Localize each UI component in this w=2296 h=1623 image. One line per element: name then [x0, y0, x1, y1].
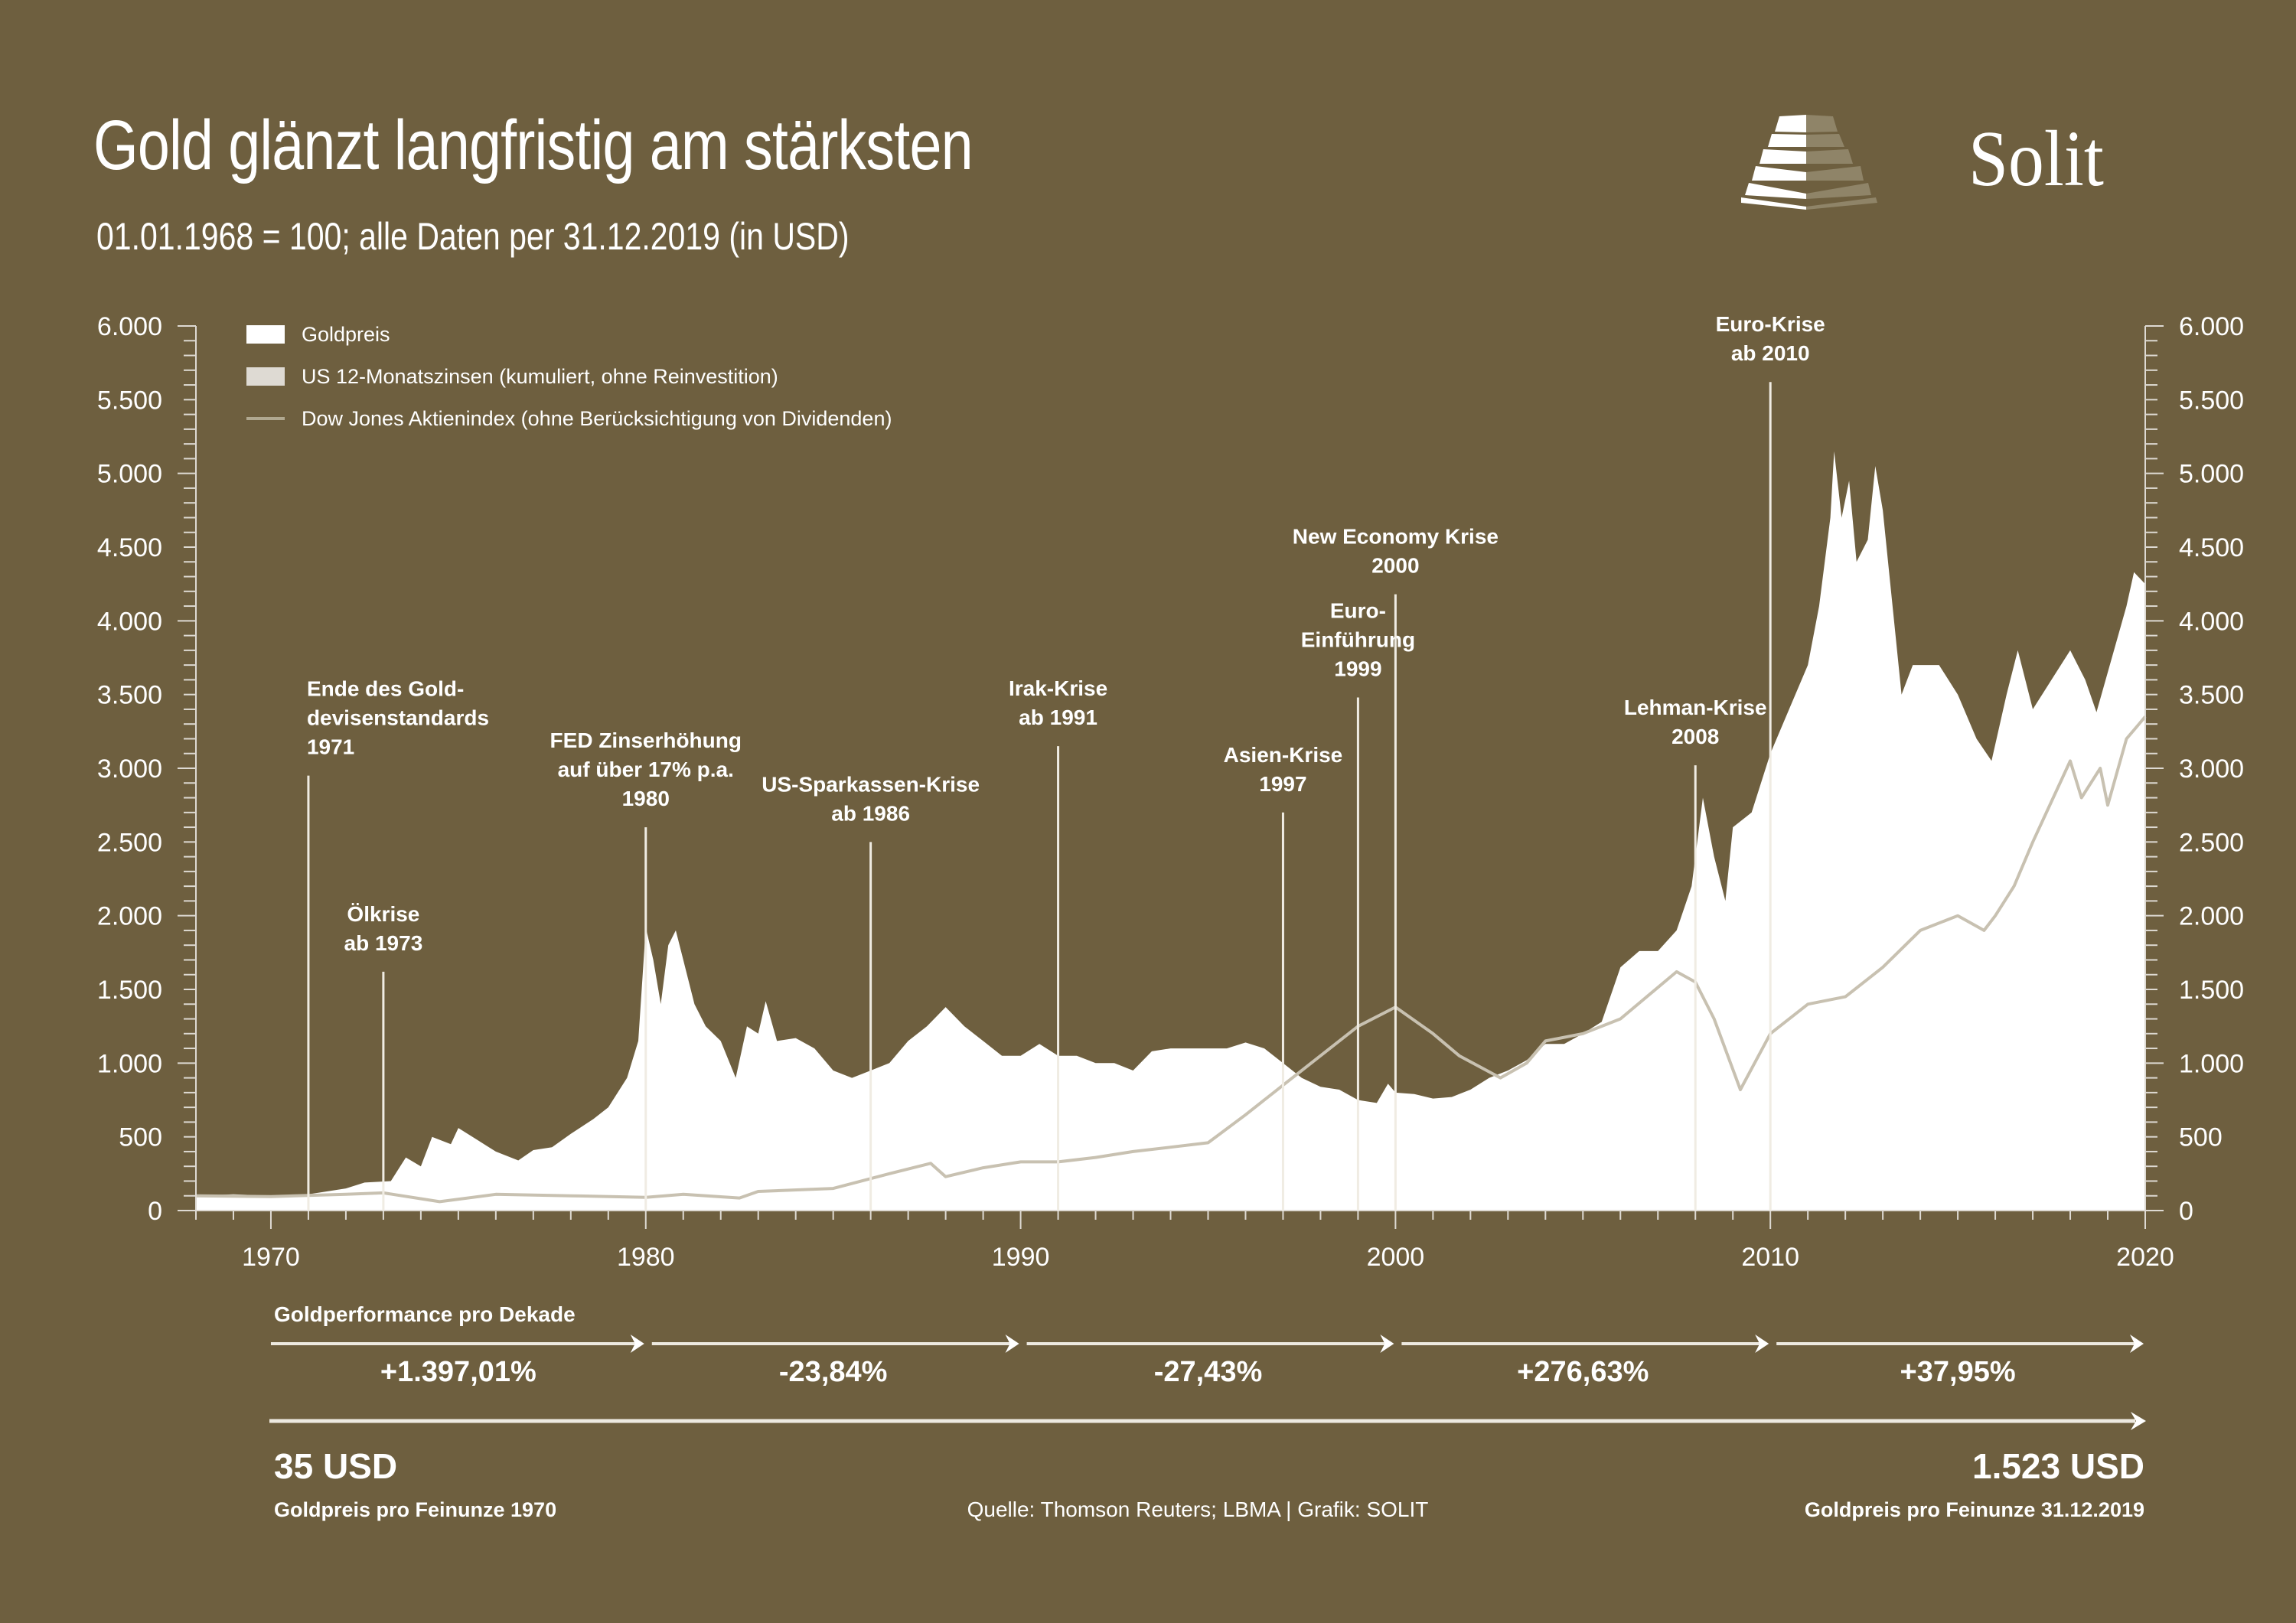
- legend-swatch-rates: [246, 367, 285, 386]
- start-caption: Goldpreis pro Feinunze 1970: [274, 1498, 556, 1521]
- brand-name: Solit: [1968, 115, 2104, 203]
- decade-performance-value: +276,63%: [1517, 1356, 1649, 1388]
- y-tick-label: 5.500: [2179, 386, 2244, 415]
- x-tick-label: 2020: [2116, 1243, 2174, 1272]
- end-price: 1.523 USD: [1972, 1446, 2144, 1486]
- y-tick-label: 2.500: [2179, 828, 2244, 857]
- annotation-label: Irak-Krise: [1009, 676, 1107, 700]
- y-tick-label: 2.000: [97, 902, 162, 931]
- source-note: Quelle: Thomson Reuters; LBMA | Grafik: …: [967, 1498, 1429, 1521]
- y-tick-label: 4.000: [2179, 607, 2244, 636]
- decade-arrow-head: [1005, 1335, 1019, 1353]
- annotation-label: ab 1973: [344, 931, 423, 955]
- x-tick-label: 2010: [1741, 1243, 1799, 1272]
- decade-performance: Goldperformance pro Dekade +1.397,01% -23…: [270, 1302, 2144, 1388]
- legend: Goldpreis US 12-Monatszinsen (kumuliert,…: [246, 323, 892, 430]
- legend-label-gold: Goldpreis: [302, 323, 390, 346]
- x-tick-label: 2000: [1367, 1243, 1425, 1272]
- legend-swatch-dow: [246, 417, 285, 420]
- annotation-label: 1999: [1334, 657, 1381, 681]
- decade-arrow-head: [1755, 1335, 1769, 1353]
- x-tick-label: 1980: [617, 1243, 675, 1272]
- y-tick-label: 4.000: [97, 607, 162, 636]
- y-tick-label: 3.000: [2179, 754, 2244, 784]
- annotation-label: auf über 17% p.a.: [558, 758, 734, 781]
- annotations: Ende des Gold-devisenstandards 1971 Ölkris…: [307, 312, 1825, 1211]
- annotation-label: Euro-Krise: [1716, 312, 1825, 336]
- y-tick-label: 2.000: [2179, 902, 2244, 931]
- y-tick-label: 5.500: [97, 386, 162, 415]
- decade-performance-value: -23,84%: [779, 1356, 888, 1388]
- annotation-label: Euro-: [1330, 599, 1386, 623]
- decade-performance-value: +1.397,01%: [380, 1356, 536, 1388]
- y-tick-label: 500: [119, 1123, 162, 1152]
- annotation-label: 2008: [1671, 725, 1719, 748]
- annotation-label: 1980: [622, 787, 670, 810]
- annotation-label: Asien-Krise: [1224, 743, 1343, 767]
- footer: 35 USD Goldpreis pro Feinunze 1970 1.523…: [269, 1412, 2146, 1521]
- y-tick-label: 2.500: [97, 828, 162, 857]
- annotation-label: devisenstandards: [307, 706, 489, 730]
- y-tick-label: 4.500: [97, 533, 162, 562]
- y-tick-label: 1.000: [97, 1049, 162, 1078]
- annotation-label: Einführung: [1301, 628, 1415, 652]
- y-tick-label: 6.000: [2179, 312, 2244, 341]
- y-tick-label: 500: [2179, 1123, 2223, 1152]
- page-subtitle: 01.01.1968 = 100; alle Daten per 31.12.2…: [96, 215, 850, 258]
- decade-arrow-head: [1380, 1335, 1394, 1353]
- annotation-label: ab 1986: [831, 801, 910, 825]
- end-caption: Goldpreis pro Feinunze 31.12.2019: [1805, 1498, 2144, 1521]
- annotation-label: 2000: [1371, 554, 1419, 578]
- annotation-label: 1971: [307, 735, 354, 759]
- y-tick-label: 4.500: [2179, 533, 2244, 562]
- annotation-label: Ende des Gold-: [307, 677, 464, 701]
- series-area-goldpreis: [196, 451, 2145, 1211]
- y-tick-label: 3.500: [97, 681, 162, 710]
- annotation-label: New Economy Krise: [1293, 525, 1499, 549]
- performance-label: Goldperformance pro Dekade: [274, 1302, 576, 1326]
- start-price: 35 USD: [274, 1446, 397, 1486]
- y-tick-label: 5.000: [2179, 460, 2244, 489]
- annotation-label: Lehman-Krise: [1624, 696, 1767, 719]
- y-tick-label: 0: [2179, 1197, 2193, 1226]
- y-tick-label: 3.500: [2179, 681, 2244, 710]
- decade-arrow-head: [2130, 1335, 2144, 1353]
- legend-swatch-gold: [246, 325, 285, 344]
- legend-label-dow: Dow Jones Aktienindex (ohne Berücksichti…: [302, 407, 892, 430]
- total-arrow-head: [2131, 1412, 2146, 1430]
- series-line-dow-jones: [195, 715, 2147, 1204]
- y-tick-label: 3.000: [97, 754, 162, 784]
- annotation-label: ab 1991: [1019, 706, 1097, 729]
- y-tick-label: 1.500: [2179, 976, 2244, 1005]
- axes: 0 500 1.000 1.500 2.000 2.500 3.000 3.500 4.000 4…: [97, 312, 2244, 1272]
- annotation-label: Ölkrise: [347, 902, 419, 926]
- decade-performance-value: -27,43%: [1154, 1356, 1263, 1388]
- annotation-label: 1997: [1259, 772, 1306, 796]
- annotation-label: ab 2010: [1731, 341, 1810, 365]
- legend-label-rates: US 12-Monatszinsen (kumuliert, ohne Rein…: [302, 365, 778, 388]
- y-tick-label: 0: [148, 1197, 162, 1226]
- decade-arrow-head: [630, 1335, 644, 1353]
- annotation-label: US-Sparkassen-Krise: [762, 772, 980, 796]
- y-tick-label: 1.000: [2179, 1049, 2244, 1078]
- y-tick-label: 6.000: [97, 312, 162, 341]
- solit-logo-icon: [1741, 115, 1877, 210]
- annotation-label: FED Zinserhöhung: [550, 728, 742, 752]
- y-tick-label: 5.000: [97, 460, 162, 489]
- page-title: Gold glänzt langfristig am stärksten: [93, 106, 974, 184]
- decade-performance-value: +37,95%: [1900, 1356, 2016, 1388]
- x-tick-label: 1990: [992, 1243, 1050, 1272]
- x-tick-label: 1970: [242, 1243, 300, 1272]
- plot-area: [195, 451, 2147, 1211]
- y-tick-label: 1.500: [97, 976, 162, 1005]
